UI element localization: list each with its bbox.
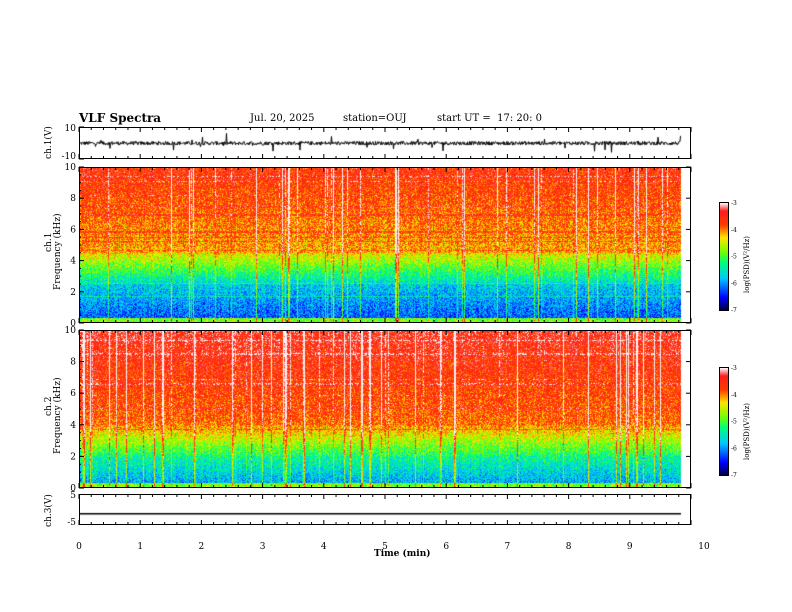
x-axis-label: Time (min) bbox=[374, 549, 431, 559]
x-tick-label: 5 bbox=[382, 542, 388, 552]
cbar1-tick-label: -3 bbox=[731, 200, 737, 207]
x-tick-label: 3 bbox=[260, 542, 266, 552]
spec2-ytick-label: 0 bbox=[70, 484, 76, 494]
ch1-volt-axis-label: ch.1(V) bbox=[44, 126, 54, 159]
ch3-volt-axis-label: ch.3(V) bbox=[44, 494, 54, 527]
x-tick-label: 6 bbox=[443, 542, 449, 552]
cbar1-tick-label: -7 bbox=[731, 307, 737, 314]
cbar2-tick-label: -6 bbox=[731, 445, 737, 452]
ch2-freq-axis-label: Frequency (kHz) bbox=[53, 377, 63, 454]
x-tick-label: 8 bbox=[566, 542, 572, 552]
ch1-ytick-label: 10 bbox=[65, 124, 77, 134]
spec1-ytick-label: 0 bbox=[70, 319, 76, 329]
ch2-colorbar bbox=[719, 367, 729, 476]
x-tick-label: 9 bbox=[627, 542, 633, 552]
ch1-spectrogram-image bbox=[80, 168, 690, 322]
spec2-ytick-label: 6 bbox=[70, 389, 76, 399]
x-tick-label: 10 bbox=[698, 542, 710, 552]
spec2-ytick-label: 8 bbox=[70, 358, 76, 368]
ch1-freq-axis-label: Frequency (kHz) bbox=[53, 213, 63, 290]
ch1-waveform-plot bbox=[80, 128, 690, 158]
x-tick-label: 2 bbox=[199, 542, 205, 552]
spec1-ytick-label: 10 bbox=[65, 163, 77, 173]
ch1-waveform-panel bbox=[79, 127, 691, 159]
cbar1-tick-label: -6 bbox=[731, 280, 737, 287]
x-tick-label: 7 bbox=[505, 542, 511, 552]
spec1-ytick-label: 6 bbox=[70, 225, 76, 235]
spec1-ytick-label: 8 bbox=[70, 194, 76, 204]
ch1-colorbar-label: log(PSD)(V²/Hz) bbox=[743, 236, 751, 293]
ch1-ytick-label: -10 bbox=[62, 152, 77, 162]
date-label: Jul. 20, 2025 bbox=[250, 113, 315, 124]
start-time-label: start UT = 17: 20: 0 bbox=[437, 113, 543, 124]
cbar2-tick-label: -4 bbox=[731, 392, 737, 399]
spec1-ytick-label: 2 bbox=[70, 288, 76, 298]
station-label: station=OUJ bbox=[343, 113, 407, 124]
x-tick-label: 0 bbox=[76, 542, 82, 552]
x-tick-label: 4 bbox=[321, 542, 327, 552]
cbar2-tick-label: -7 bbox=[731, 472, 737, 479]
ch3-ytick-label: -5 bbox=[67, 518, 76, 528]
spec2-ytick-label: 2 bbox=[70, 452, 76, 462]
spec1-ytick-label: 4 bbox=[70, 257, 76, 267]
cbar1-tick-label: -5 bbox=[731, 254, 737, 261]
spec2-ytick-label: 10 bbox=[65, 326, 77, 336]
cbar1-tick-label: -4 bbox=[731, 227, 737, 234]
cbar2-tick-label: -5 bbox=[731, 419, 737, 426]
ch2-spectrogram-panel bbox=[79, 330, 691, 488]
ch2-colorbar-label: log(PSD)(V²/Hz) bbox=[743, 403, 751, 460]
x-tick-label: 1 bbox=[137, 542, 143, 552]
ch2-spectrogram-image bbox=[80, 331, 690, 487]
cbar2-tick-label: -3 bbox=[731, 365, 737, 372]
figure-title: VLF Spectra bbox=[79, 111, 162, 125]
ch3-ytick-label: 5 bbox=[70, 491, 76, 501]
ch1-colorbar bbox=[719, 202, 729, 311]
ch3-waveform-plot bbox=[80, 495, 690, 524]
spec2-ytick-label: 4 bbox=[70, 421, 76, 431]
